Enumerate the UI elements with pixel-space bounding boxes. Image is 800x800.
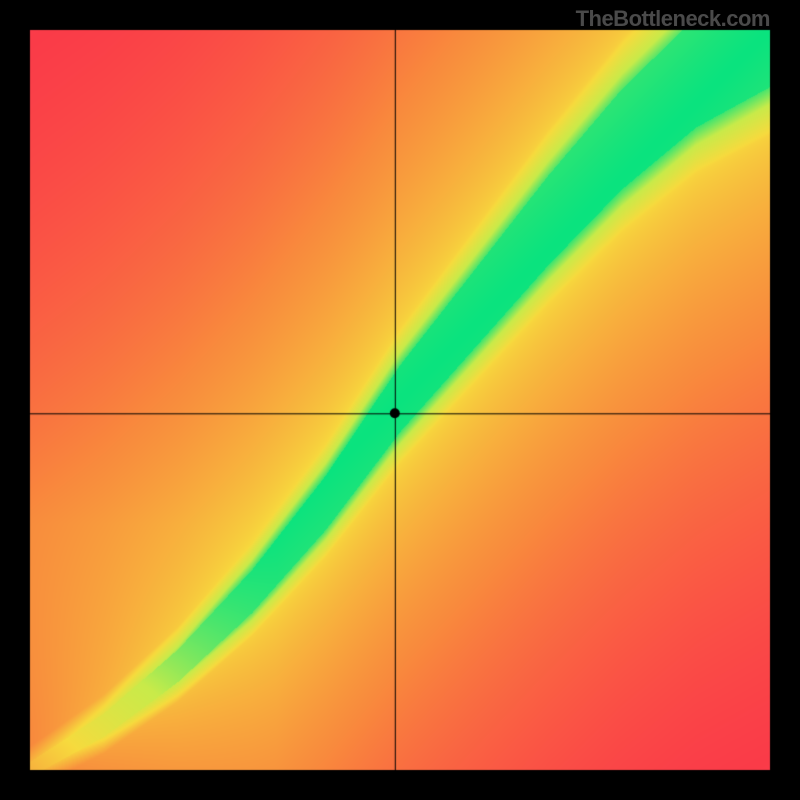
chart-container: TheBottleneck.com (0, 0, 800, 800)
watermark-text: TheBottleneck.com (576, 6, 770, 32)
heatmap-canvas (0, 0, 800, 800)
